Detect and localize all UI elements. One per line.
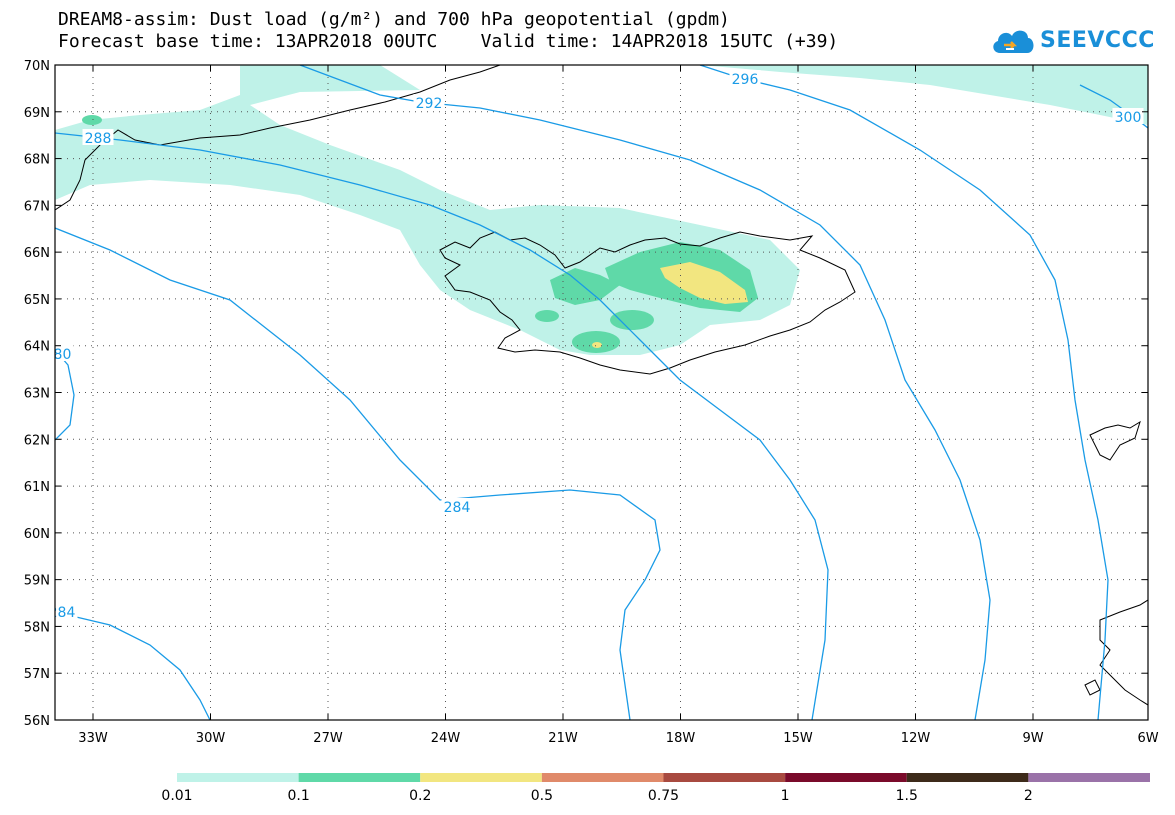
- lon-label: 30W: [196, 731, 226, 746]
- lat-label: 65N: [24, 293, 50, 308]
- contour-label-bg: [729, 70, 761, 86]
- lon-label: 6W: [1137, 731, 1158, 746]
- colorbar-label: 0.75: [648, 788, 679, 804]
- colorbar-segment: [1028, 773, 1150, 782]
- colorbar-label: 0.2: [409, 788, 431, 804]
- coastline-scotland: [1099, 599, 1148, 706]
- colorbar-segment: [906, 773, 1029, 782]
- dust-patch-green-5: [535, 310, 559, 322]
- lon-label: 15W: [783, 731, 813, 746]
- lat-label: 58N: [24, 620, 50, 635]
- colorbar-segment: [420, 773, 542, 782]
- lon-label: 27W: [313, 731, 343, 746]
- map-subtitle-times: Forecast base time: 13APR2018 00UTC Vali…: [58, 31, 839, 52]
- contour-label-bg: [441, 498, 473, 514]
- contour-label-bg: [1112, 108, 1144, 124]
- coastlines: [55, 65, 1148, 706]
- lat-label: 56N: [24, 714, 50, 729]
- coastline-faroe: [1089, 420, 1141, 461]
- lon-label: 21W: [548, 731, 578, 746]
- contour-284: [55, 227, 661, 720]
- dust-core-yellow-small: [592, 342, 602, 348]
- lon-label: 12W: [901, 731, 931, 746]
- longitude-axis: 33W 30W 27W 24W 21W 18W 15W 12W 9W 6W: [78, 65, 1159, 746]
- lat-label: 62N: [24, 433, 50, 448]
- geopotential-contours: 288 292 296 300 280 284 284: [45, 65, 1148, 720]
- contour-label: 288: [85, 131, 112, 147]
- contour-label-bg: [55, 345, 74, 361]
- contour-label: 292: [416, 96, 443, 112]
- dust-blob-nw: [82, 115, 102, 125]
- colorbar-label: 1.5: [896, 788, 918, 804]
- contour-label-bg: [82, 129, 114, 145]
- lat-label: 69N: [24, 106, 50, 121]
- contour-280-west: [55, 349, 75, 441]
- colorbar-segment: [785, 773, 907, 782]
- colorbar-label: 0.1: [287, 788, 309, 804]
- latitude-axis: 70N 69N 68N 67N 66N 65N 64N 63N 62N 61N 60N 59N 58N 5…: [24, 59, 1148, 729]
- colorbar: 0.01 0.1 0.2 0.5 0.75 1 1.5 2: [161, 773, 1150, 804]
- lon-label: 18W: [666, 731, 696, 746]
- dust-load-shading: [55, 65, 1148, 355]
- logo-text: SEEVCCC: [1040, 27, 1155, 53]
- contour-label: 300: [1115, 110, 1142, 126]
- lat-label: 67N: [24, 199, 50, 214]
- colorbar-label: 0.5: [531, 788, 553, 804]
- lat-label: 63N: [24, 387, 50, 402]
- colorbar-label: 2: [1024, 788, 1033, 804]
- lat-label: 60N: [24, 527, 50, 542]
- map-title: DREAM8-assim: Dust load (g/m²) and 700 h…: [58, 9, 730, 30]
- contour-296: [699, 65, 1109, 720]
- colorbar-segment: [541, 773, 664, 782]
- coastline-hebrides: [1084, 679, 1101, 696]
- contour-label: 284: [444, 500, 471, 516]
- coastline-iceland: [439, 231, 856, 375]
- colorbar-label: 0.01: [161, 788, 192, 804]
- lat-label: 64N: [24, 340, 50, 355]
- lon-label: 33W: [78, 731, 108, 746]
- contour-label: 280: [45, 347, 72, 363]
- dust-patch-green-1: [550, 268, 620, 305]
- lat-label: 61N: [24, 480, 50, 495]
- dust-plume-ne: [700, 65, 1148, 125]
- dust-core-yellow: [660, 262, 748, 304]
- lat-label: 59N: [24, 574, 50, 589]
- lon-label: 24W: [431, 731, 461, 746]
- cloud-icon: [993, 30, 1034, 53]
- dust-patch-green-3: [610, 310, 654, 330]
- colorbar-segment: [177, 773, 299, 782]
- contour-label-bg: [413, 94, 445, 110]
- colorbar-label: 1: [781, 788, 790, 804]
- contour-label-bg: [55, 603, 78, 619]
- colorbar-segment: [298, 773, 421, 782]
- lat-label: 57N: [24, 667, 50, 682]
- dust-patch-green-4: [572, 331, 620, 353]
- contour-284-sw: [55, 611, 211, 720]
- lat-label: 68N: [24, 153, 50, 168]
- contour-288: [55, 132, 829, 720]
- contour-label: 296: [732, 72, 759, 88]
- lat-label: 70N: [24, 59, 50, 74]
- colorbar-segment: [663, 773, 786, 782]
- lat-label: 66N: [24, 246, 50, 261]
- coastline-greenland: [55, 65, 501, 211]
- lon-label: 9W: [1022, 731, 1043, 746]
- seevccc-logo: SEEVCCC: [990, 20, 1155, 60]
- contour-label: 284: [49, 605, 76, 621]
- graticule: [55, 65, 1148, 720]
